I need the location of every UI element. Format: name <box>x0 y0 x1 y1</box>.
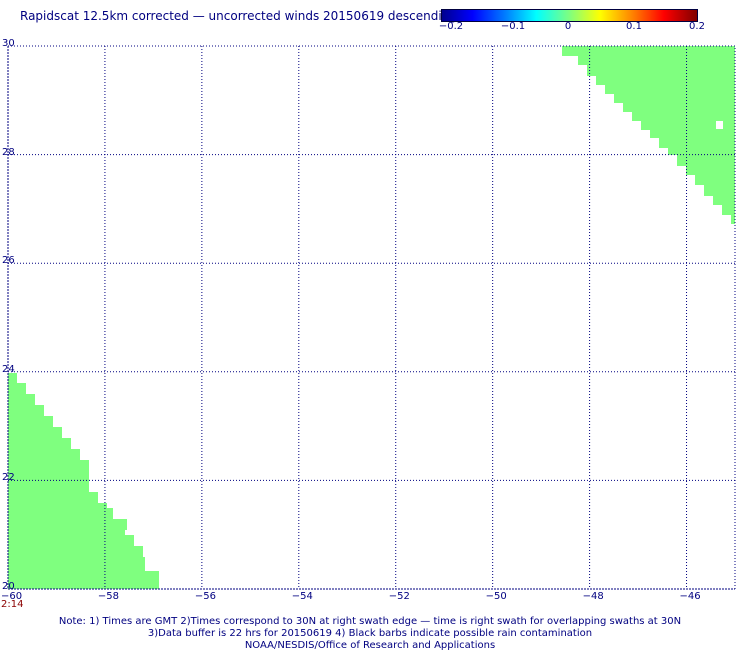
longitude-tick-label: −50 <box>485 591 507 602</box>
swath-layer <box>8 46 735 589</box>
longitude-tick-label: −56 <box>194 591 216 602</box>
latitude-tick-label: 24 <box>2 363 15 375</box>
swath-time-label: 2:14 <box>1 599 24 610</box>
plot-frame <box>7 45 736 590</box>
longitude-tick-label: −58 <box>97 591 120 602</box>
note-line-2: 3)Data buffer is 22 hrs for 20150619 4) … <box>147 628 593 639</box>
swath-region-northeast <box>562 46 735 224</box>
note-line-3: NOAA/NESDIS/Office of Research and Appli… <box>244 640 496 651</box>
longitude-tick-label: −60 <box>1 591 23 602</box>
longitude-tick-label: −48 <box>582 591 604 602</box>
swath-region-southwest <box>8 373 159 589</box>
colorbar-tick-label: 0 <box>564 21 572 32</box>
lat-lon-grid <box>7 45 735 590</box>
longitude-tick-label: −52 <box>388 591 410 602</box>
colorbar-tick-label: −0.2 <box>438 21 464 32</box>
colorbar-tick-label: 0.1 <box>626 21 642 32</box>
longitude-tick-label: −54 <box>291 591 313 602</box>
note-line-1: Note: 1) Times are GMT 2)Times correspon… <box>58 616 682 627</box>
longitude-tick-label: −46 <box>679 591 701 602</box>
colorbar <box>441 9 698 22</box>
latitude-tick-label: 20 <box>2 581 15 592</box>
latitude-tick-label: 30 <box>2 38 15 49</box>
colorbar-tick-label: −0.1 <box>500 21 526 32</box>
latitude-tick-label: 28 <box>2 146 15 158</box>
map-title: Rapidscat 12.5km corrected — uncorrected… <box>20 9 457 23</box>
colorbar-tick-label: 0.2 <box>689 21 705 32</box>
swath-gap <box>716 121 723 129</box>
latitude-tick-label: 26 <box>2 255 15 267</box>
latitude-tick-label: 22 <box>2 472 15 484</box>
